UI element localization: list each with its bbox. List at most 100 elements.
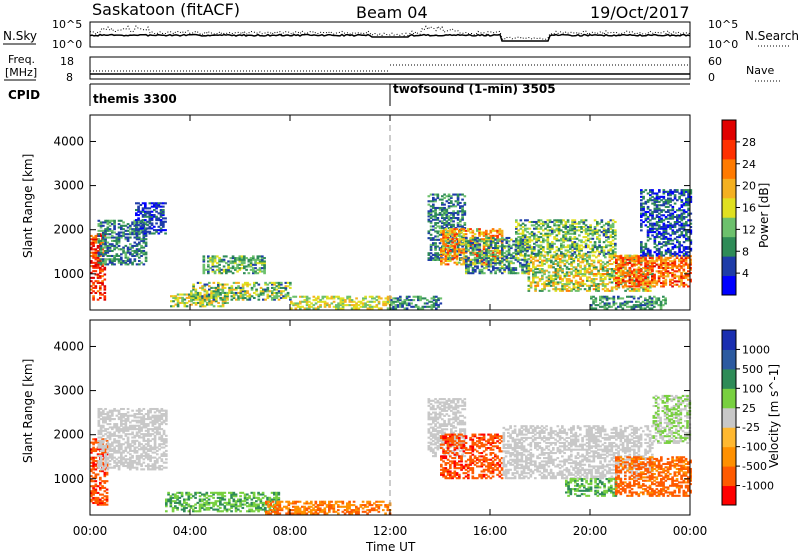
- data-cell: [523, 265, 527, 268]
- data-cell: [266, 296, 270, 300]
- data-cell: [262, 293, 265, 296]
- data-cell: [630, 300, 634, 303]
- data-cell: [463, 195, 467, 198]
- data-cell: [673, 220, 677, 224]
- data-cell: [614, 220, 617, 224]
- data-cell: [642, 275, 645, 278]
- data-cell: [92, 480, 95, 483]
- data-cell: [671, 260, 674, 263]
- data-cell: [589, 241, 592, 244]
- data-cell: [517, 249, 520, 252]
- data-cell: [299, 302, 302, 305]
- data-cell: [533, 224, 536, 227]
- data-cell: [597, 254, 600, 257]
- data-cell: [648, 304, 652, 307]
- data-cell: [102, 239, 105, 242]
- data-cell: [159, 227, 163, 230]
- data-cell: [150, 210, 154, 213]
- data-cell: [559, 259, 562, 262]
- data-cell: [662, 189, 666, 192]
- data-cell: [101, 501, 104, 505]
- data-cell: [452, 203, 455, 206]
- data-cell: [505, 260, 509, 263]
- data-cell: [640, 205, 643, 208]
- data-cell: [230, 290, 234, 293]
- data-cell: [498, 251, 502, 254]
- data-cell: [605, 234, 608, 237]
- data-cell: [444, 253, 448, 256]
- data-cell: [582, 236, 586, 239]
- data-cell: [133, 233, 137, 236]
- data-cell: [510, 272, 513, 275]
- data-cell: [500, 241, 504, 244]
- data-cell: [253, 296, 256, 300]
- data-cell: [571, 242, 574, 245]
- data-cell: [259, 286, 263, 289]
- data-cell: [685, 215, 688, 219]
- data-cell: [667, 226, 670, 229]
- data-cell: [510, 267, 513, 270]
- data-cell: [434, 198, 437, 201]
- data-cell: [487, 257, 491, 260]
- data-cell: [517, 242, 520, 245]
- data-cell: [491, 254, 495, 258]
- data-cell: [105, 498, 109, 501]
- data-cell: [660, 285, 663, 288]
- data-cell: [103, 486, 107, 489]
- data-cell: [92, 253, 95, 256]
- data-cell: [507, 245, 511, 248]
- data-cell: [434, 208, 437, 211]
- data-cell: [99, 481, 102, 484]
- data-cell: [613, 254, 616, 257]
- data-cell: [273, 288, 276, 291]
- data-cell: [432, 302, 436, 305]
- data-cell: [669, 260, 672, 263]
- data-cell: [589, 224, 592, 227]
- data-cell: [563, 284, 567, 287]
- data-cell: [682, 270, 686, 273]
- data-cell: [552, 271, 555, 274]
- data-cell: [135, 234, 139, 237]
- data-cell: [544, 251, 547, 254]
- data-cell: [133, 258, 137, 261]
- data-cell: [551, 232, 554, 235]
- data-cell: [660, 220, 663, 224]
- data-cell: [94, 460, 98, 463]
- data-cell: [219, 291, 222, 294]
- data-cell: [268, 295, 272, 298]
- data-cell: [103, 285, 107, 288]
- data-cell: [498, 263, 502, 266]
- data-cell: [541, 289, 544, 292]
- data-cell: [562, 246, 565, 249]
- data-cell: [635, 260, 638, 263]
- data-cell: [244, 296, 247, 300]
- data-cell: [348, 295, 352, 298]
- data-cell: [646, 305, 649, 308]
- data-cell: [303, 295, 307, 298]
- data-cell: [438, 247, 442, 250]
- data-cell: [609, 252, 613, 255]
- data-cell: [229, 260, 233, 263]
- data-cell: [129, 251, 132, 254]
- data-cell: [108, 224, 112, 227]
- data-cell: [601, 278, 605, 281]
- data-cell: [344, 300, 347, 303]
- data-cell: [575, 246, 579, 249]
- data-cell: [221, 303, 225, 306]
- data-cell: [646, 232, 650, 235]
- data-cell: [122, 221, 125, 224]
- data-cell: [469, 228, 472, 231]
- data-cell: [263, 260, 266, 263]
- data-cell: [138, 253, 141, 256]
- data-cell: [598, 239, 601, 242]
- data-cell: [578, 229, 581, 232]
- data-cell: [619, 259, 623, 262]
- data-cell: [104, 263, 107, 266]
- data-cell: [671, 207, 675, 210]
- data-cell: [436, 213, 440, 216]
- data-cell: [208, 281, 211, 284]
- data-cell: [669, 283, 672, 286]
- data-cell: [277, 298, 281, 301]
- data-cell: [485, 236, 488, 240]
- data-cell: [483, 267, 486, 270]
